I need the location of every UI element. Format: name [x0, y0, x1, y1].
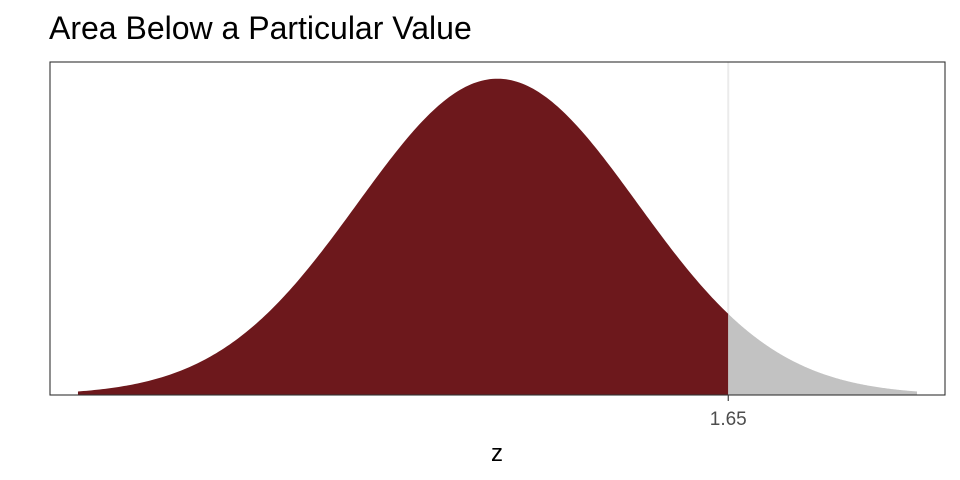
area-below-cutoff: [77, 78, 729, 395]
x-axis-title: z: [491, 440, 503, 467]
area-above-cutoff: [728, 313, 918, 395]
chart-title: Area Below a Particular Value: [49, 10, 472, 46]
x-axis-ticks: 1.65: [710, 395, 747, 430]
panel-border: [49, 61, 946, 396]
x-tick-label: 1.65: [710, 409, 747, 430]
